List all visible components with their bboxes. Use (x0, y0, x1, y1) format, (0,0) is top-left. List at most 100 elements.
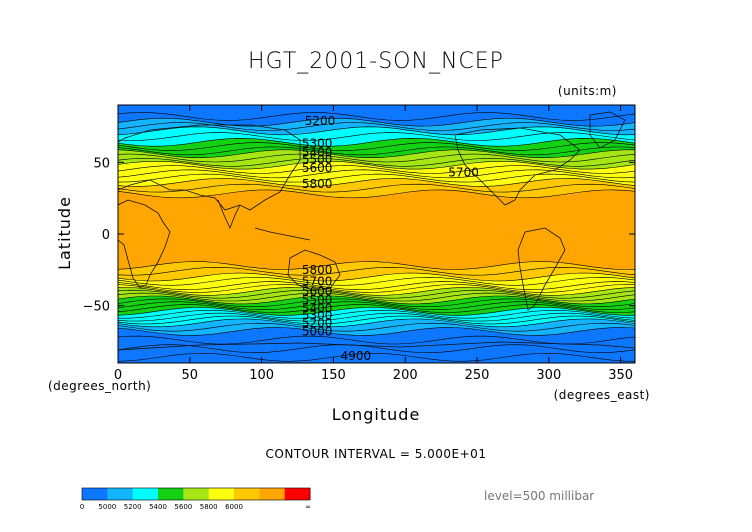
chart-title: HGT_2001-SON_NCEP (248, 49, 504, 74)
contour-line-39 (118, 344, 635, 353)
color-band-8 (118, 261, 635, 281)
contour-line-25 (118, 289, 635, 299)
contour-line-24 (118, 287, 635, 296)
contour-line-11 (118, 161, 635, 170)
contour-line-13 (118, 169, 635, 179)
contour-line-7 (118, 146, 635, 156)
contour-line-28 (118, 298, 635, 307)
units-note: (units:m) (558, 84, 617, 98)
contour-lines (118, 112, 635, 362)
colorbar-swatch-6 (234, 488, 260, 500)
contour-label-15: 4900 (341, 349, 372, 363)
contour-line-10 (118, 158, 635, 167)
colorbar-label-2: 5200 (124, 503, 142, 511)
contour-line-12 (118, 165, 635, 174)
colorbar-swatch-4 (183, 488, 210, 500)
y-axis-label: Latitude (55, 196, 74, 270)
colorbar-swatch-3 (158, 488, 184, 500)
contour-line-0 (118, 112, 635, 121)
coastline-eurasia (118, 124, 301, 211)
coastline-north-america (454, 127, 581, 206)
y-tick-label-0: 50 (93, 156, 110, 171)
contour-interval-note: CONTOUR INTERVAL = 5.000E+01 (266, 447, 487, 461)
x-tick-label-2: 100 (249, 368, 274, 383)
colorbar-label-5: 5800 (200, 503, 218, 511)
contour-label-13: 5200 (302, 316, 333, 330)
level-note: level=500 millibar (484, 489, 594, 503)
contour-line-33 (118, 312, 635, 322)
contour-line-1 (118, 117, 635, 127)
colorbar-label-0: 0 (80, 503, 84, 511)
color-band-6 (118, 178, 635, 198)
contour-line-18 (118, 261, 635, 270)
x-unit-label: (degrees_east) (554, 388, 650, 402)
contour-label-4: 5600 (302, 161, 333, 175)
coastline-antarctica (118, 341, 635, 351)
x-axis-ticks: 0 50 100 150 200 250 300 350 (114, 105, 633, 383)
contour-line-8 (118, 149, 635, 158)
y-tick-label-1: 0 (102, 228, 110, 243)
x-axis-label: Longitude (332, 405, 421, 424)
contour-label-7: 5800 (302, 263, 333, 277)
y-axis-ticks: 50 0 −50 (83, 156, 635, 315)
y-unit-label: (degrees_north) (48, 379, 151, 393)
contour-label-1: 5300 (302, 137, 333, 151)
coastline-greenland (589, 111, 626, 149)
contour-line-34 (118, 315, 635, 325)
color-band-14 (118, 327, 635, 363)
contour-line-14 (118, 173, 635, 183)
colorbar-label-3: 5400 (149, 503, 167, 511)
colorbar-swatch-5 (208, 488, 235, 500)
color-bands (118, 105, 635, 363)
contour-label-5: 5700 (448, 165, 479, 179)
color-band-0 (118, 105, 635, 127)
colorbar-label-1: 5000 (98, 503, 116, 511)
contour-label-3: 5500 (302, 152, 333, 166)
x-tick-label-1: 50 (182, 368, 199, 383)
contour-line-5 (118, 137, 635, 147)
x-tick-label-7: 350 (608, 368, 633, 383)
contour-line-9 (118, 153, 635, 163)
colorbar-swatch-1 (107, 488, 134, 500)
colorbar-swatch-0 (82, 488, 108, 500)
contour-line-40 (118, 352, 635, 362)
contour-label-12: 5300 (302, 309, 333, 323)
contour-line-15 (118, 178, 635, 187)
contour-line-29 (118, 301, 635, 310)
contour-line-17 (118, 189, 635, 199)
contour-line-6 (118, 142, 635, 151)
x-tick-label-6: 300 (536, 368, 561, 383)
contour-line-32 (118, 310, 635, 319)
colorbar: 0 5000 5200 5400 5600 5800 6000 ∞ (80, 487, 311, 511)
contour-label-0: 5200 (305, 114, 336, 128)
coastline-indonesia (254, 227, 311, 241)
contour-line-37 (118, 327, 635, 336)
color-band-1 (118, 118, 635, 135)
contour-line-20 (118, 272, 635, 282)
colorbar-label-7: ∞ (305, 503, 311, 511)
contour-line-26 (118, 292, 635, 302)
color-band-2 (118, 126, 635, 147)
coastline-australia (287, 249, 341, 291)
colorbar-swatch-2 (132, 488, 159, 500)
coastline-south-america (517, 227, 566, 311)
x-tick-label-0: 0 (114, 368, 122, 383)
contour-label-2: 5400 (302, 145, 333, 159)
colorbar-frame (81, 487, 311, 501)
contour-line-3 (118, 126, 635, 136)
contour-line-30 (118, 304, 635, 313)
x-tick-label-4: 200 (393, 368, 418, 383)
contour-line-19 (118, 266, 635, 276)
contour-line-22 (118, 281, 635, 290)
contour-label-11: 5400 (302, 302, 333, 316)
contour-label-6: 5800 (302, 177, 333, 191)
colorbar-label-6: 6000 (225, 503, 243, 511)
x-tick-label-3: 150 (321, 368, 346, 383)
contour-line-2 (118, 122, 635, 131)
contour-line-35 (118, 318, 635, 328)
contour-label-9: 5600 (302, 284, 333, 298)
contour-line-16 (118, 183, 635, 193)
coastline-india (217, 199, 241, 230)
